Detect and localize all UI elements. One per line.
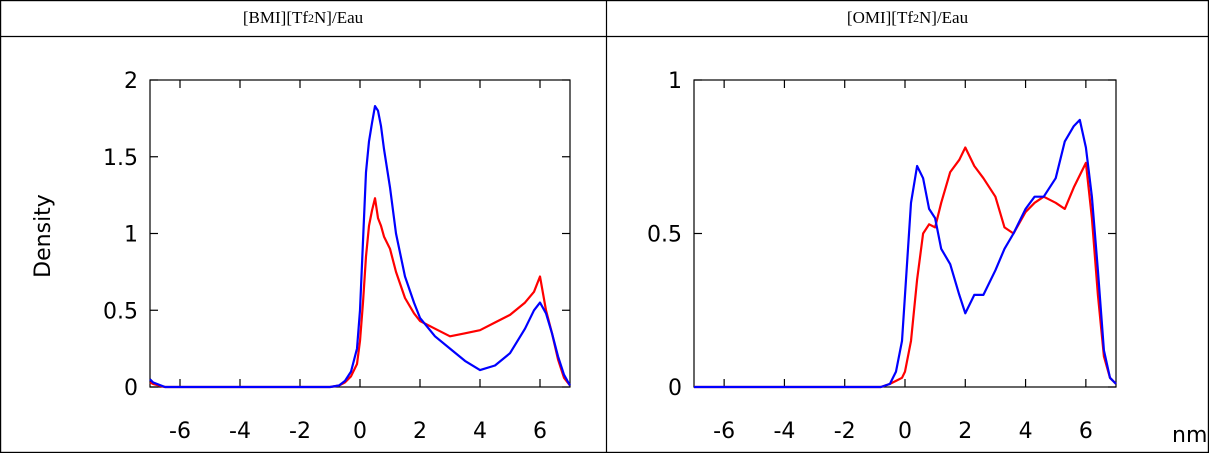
x-tick-label: -4	[229, 419, 251, 444]
y-axis-label: Density	[31, 194, 56, 278]
series-blue-line	[149, 104, 571, 389]
x-tick-label: 4	[1019, 419, 1033, 444]
x-tick-label: 2	[958, 419, 972, 444]
y-tick-label: 1	[124, 223, 138, 248]
x-tick-label: 0	[353, 419, 367, 444]
x-tick-label: -4	[773, 419, 795, 444]
y-tick-label: 2	[124, 69, 138, 94]
x-tick-label: -2	[289, 419, 311, 444]
x-tick-label: 4	[473, 419, 487, 444]
x-axis-unit-label: nm	[1172, 423, 1207, 448]
x-tick-label: 6	[533, 419, 547, 444]
panel-title-left-part1: [BMI][Tf	[242, 8, 309, 27]
panel-title-right-part1: [OMI][Tf	[846, 8, 913, 27]
y-tick-label: 1.5	[103, 146, 138, 171]
chart-left: -6 -4 -2 0 2 4 6 0 0.5 1 1.5 2	[103, 69, 571, 444]
x-tick-label: 0	[898, 419, 912, 444]
panel-title-left: [BMI][Tf 2 N]/Eau	[0, 0, 606, 36]
x-tick-label: 2	[413, 419, 427, 444]
x-tick-label: 6	[1079, 419, 1093, 444]
panel-title-left-part2: N]/Eau	[314, 8, 364, 27]
panel-title-right-part2: N]/Eau	[919, 8, 969, 27]
y-tick-label: 0.5	[103, 299, 138, 324]
y-tick-label: 0	[668, 376, 682, 401]
y-tick-label: 0	[124, 376, 138, 401]
panel-title-left-subscript: 2	[308, 10, 315, 25]
series-red-line	[694, 146, 1117, 389]
y-tick-label: 0.5	[647, 223, 682, 248]
chart-right: -6 -4 -2 0 2 4 6 0 0.5 1	[647, 69, 1117, 444]
x-tick-label: -2	[834, 419, 856, 444]
x-tick-label: -6	[713, 419, 735, 444]
y-tick-label: 1	[668, 69, 682, 94]
series-blue-line	[694, 118, 1117, 389]
plot-frame	[693, 79, 1117, 388]
panel-title-right-subscript: 2	[913, 10, 919, 25]
panel-title-right: [OMI][Tf 2 N]/Eau	[606, 0, 1209, 36]
x-tick-label: -6	[169, 419, 191, 444]
